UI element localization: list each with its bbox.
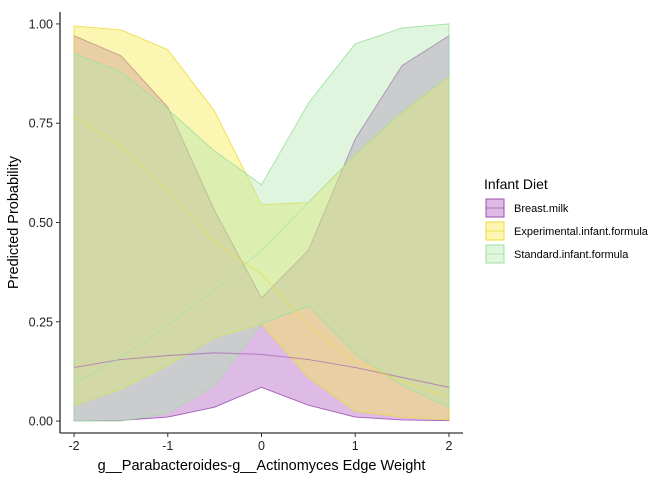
- x-tick-label: -2: [68, 439, 79, 453]
- legend-label-breast-milk: Breast.milk: [514, 203, 569, 215]
- legend-label-standard-infant-formula: Standard.infant.formula: [514, 249, 629, 261]
- band-experimental-infant-formula: [73, 25, 450, 421]
- y-tick-label: 0.00: [29, 415, 53, 429]
- x-tick-label: 1: [352, 439, 359, 453]
- y-axis-title: Predicted Probability: [6, 155, 22, 289]
- mean-line-experimental-infant-formula: [73, 114, 450, 398]
- x-tick-label: -1: [162, 439, 173, 453]
- mean-line-breast-milk: [74, 352, 450, 388]
- mean-line-standard-infant-formula: [73, 75, 450, 384]
- confidence-bands: [73, 23, 450, 422]
- axes: 0.00 0.25 0.50 0.75 1.00 -2 -1 0 1 2: [29, 12, 463, 453]
- x-tick-label: 2: [445, 439, 452, 453]
- y-tick-label: 0.75: [29, 117, 53, 131]
- x-axis-title: g__Parabacteroides-g__Actinomyces Edge W…: [98, 458, 426, 474]
- legend-label-experimental-infant-formula: Experimental.infant.formula: [514, 226, 649, 238]
- band-breast-milk: [73, 34, 450, 422]
- legend-title: Infant Diet: [484, 176, 548, 192]
- y-tick-label: 0.25: [29, 315, 53, 329]
- band-standard-infant-formula: [73, 23, 450, 422]
- x-tick-label: 0: [258, 439, 265, 453]
- y-tick-label: 0.50: [29, 216, 53, 230]
- y-tick-label: 1.00: [29, 17, 53, 31]
- legend: Infant Diet Breast.milk Experimental.infa…: [484, 176, 649, 264]
- mean-lines: [73, 75, 450, 398]
